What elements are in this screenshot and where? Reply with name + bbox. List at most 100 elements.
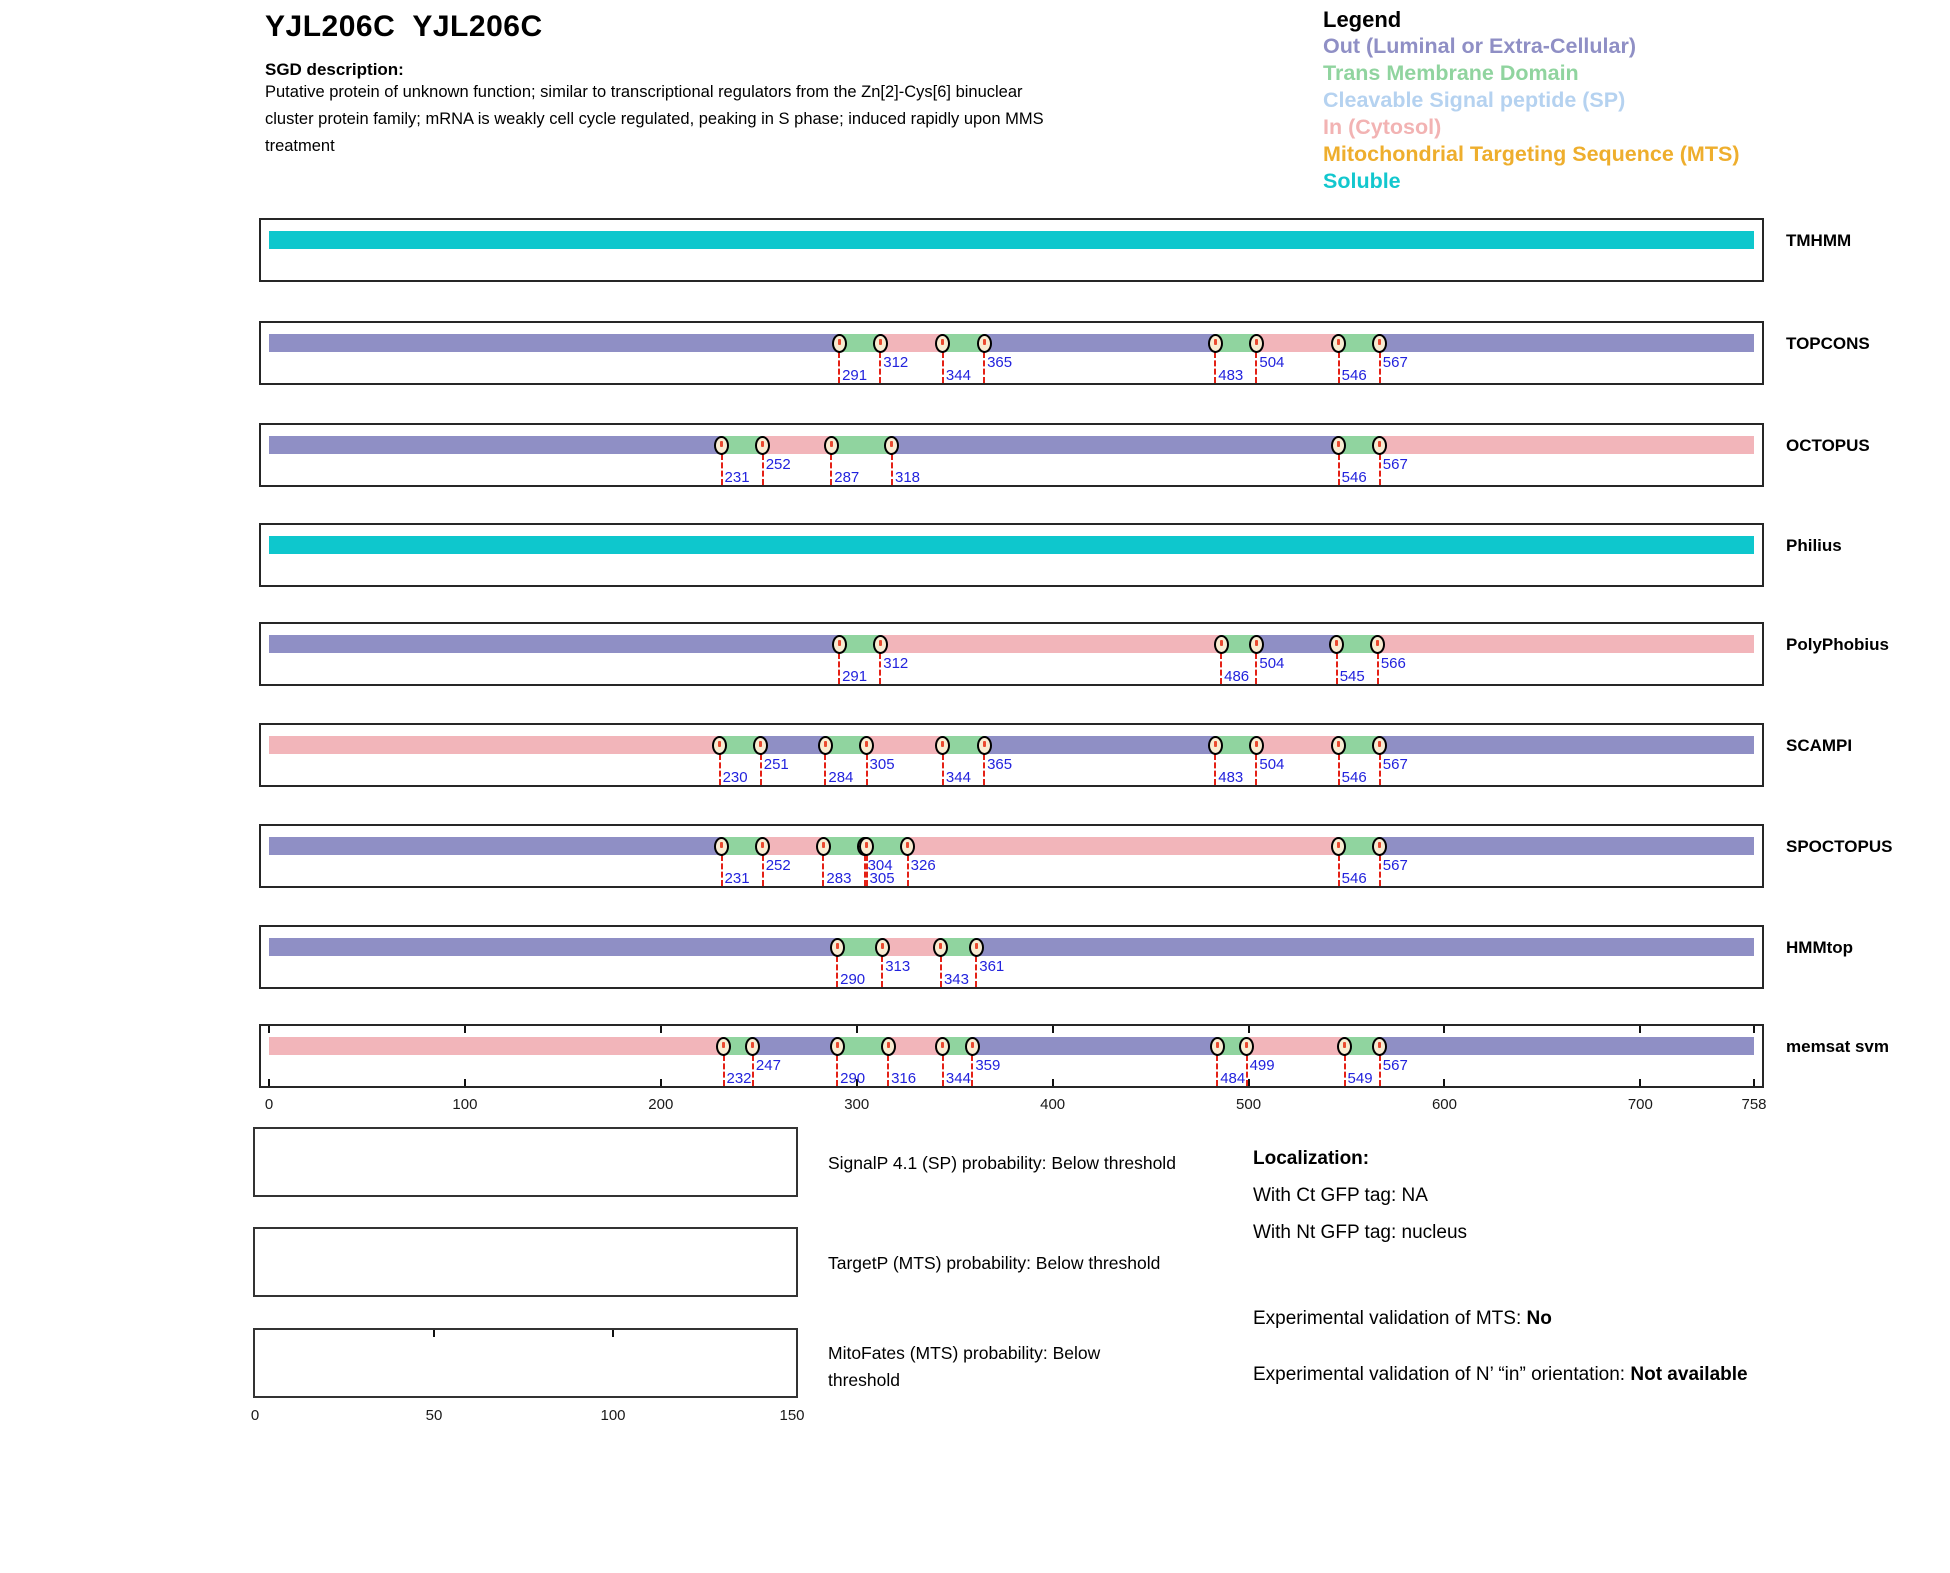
segment-out	[891, 436, 1339, 454]
boundary-dashline	[751, 1055, 754, 1086]
boundary-dashline	[1255, 754, 1258, 785]
boundary-label: 486	[1224, 668, 1250, 685]
boundary-dashline	[1214, 352, 1217, 383]
segment-tm	[1215, 736, 1257, 754]
boundary-dashline	[1376, 653, 1379, 684]
segment-tm	[719, 736, 761, 754]
segment-in	[866, 736, 943, 754]
boundary-label: 313	[885, 958, 911, 975]
boundary-marker	[1331, 435, 1347, 455]
segment-in	[882, 938, 941, 956]
track-label-tmhmm: TMHMM	[1786, 231, 1852, 250]
segment-in	[1246, 1037, 1345, 1055]
boundary-marker	[1207, 333, 1223, 353]
boundary-marker	[874, 937, 890, 957]
topology-bar	[269, 1037, 1754, 1055]
boundary-marker	[831, 634, 847, 654]
segment-in	[880, 635, 1222, 653]
boundary-label: 504	[1259, 655, 1285, 672]
boundary-label: 344	[945, 769, 971, 786]
boundary-marker	[976, 333, 992, 353]
mitofates-tick-label: 50	[425, 1407, 443, 1424]
bar-tick	[1753, 1026, 1755, 1033]
boundary-dashline	[1378, 352, 1381, 383]
track-row-polyphobius: 291 312 486 504 545 566	[259, 622, 1764, 686]
boundary-dashline	[941, 352, 944, 383]
boundary-label: 549	[1347, 1070, 1373, 1087]
boundary-marker	[935, 735, 951, 755]
boundary-marker	[829, 937, 845, 957]
boundary-marker	[753, 735, 769, 755]
boundary-marker	[1213, 634, 1229, 654]
boundary-dashline	[761, 855, 764, 886]
targetp-plot-box	[253, 1227, 798, 1297]
boundary-marker	[1372, 333, 1388, 353]
boundary-marker	[815, 836, 831, 856]
mitofates-tick-label: 100	[600, 1407, 626, 1424]
sgd-description-text: Putative protein of unknown function; si…	[265, 79, 1044, 160]
boundary-marker	[1248, 735, 1264, 755]
boundary-marker	[968, 937, 984, 957]
boundary-dashline	[1378, 855, 1381, 886]
segment-tm	[1338, 436, 1380, 454]
track-row-scampi: 230 251 284 305 344 365 483 504 546 567	[259, 723, 1764, 787]
sgd-description-line: treatment	[265, 137, 335, 155]
boundary-marker	[1331, 735, 1347, 755]
track-label-memsat-svm: memsat svm	[1786, 1037, 1890, 1056]
boundary-marker	[755, 435, 771, 455]
mitofates-plot-label: MitoFates (MTS) probability: Below thres…	[828, 1343, 1101, 1390]
track-row-octopus: 231 252 287 318 546 567	[259, 423, 1764, 487]
segment-out	[1379, 837, 1754, 855]
boundary-dashline	[983, 352, 986, 383]
segment-out	[972, 1037, 1218, 1055]
boundary-marker	[714, 836, 730, 856]
mts-validation-value: No	[1526, 1308, 1552, 1329]
boundary-label: 567	[1382, 456, 1408, 473]
boundary-label: 230	[722, 769, 748, 786]
bar-tick	[463, 1079, 466, 1086]
boundary-label: 326	[910, 857, 936, 874]
boundary-marker	[1372, 735, 1388, 755]
boundary-label: 499	[1249, 1057, 1275, 1074]
boundary-label: 359	[975, 1057, 1001, 1074]
segment-tm	[823, 837, 865, 855]
topology-bar	[269, 635, 1754, 653]
track-label-topcons: TOPCONS	[1786, 334, 1870, 353]
mts-validation-label: Experimental validation of MTS:	[1253, 1308, 1527, 1329]
track-label-octopus: OCTOPUS	[1786, 436, 1870, 455]
boundary-label: 312	[883, 354, 909, 371]
boundary-dashline	[1335, 653, 1338, 684]
segment-in	[907, 837, 1339, 855]
boundary-label: 483	[1218, 367, 1244, 384]
track-label-polyphobius: PolyPhobius	[1786, 635, 1889, 654]
boundary-dashline	[906, 855, 909, 886]
segment-tm	[721, 436, 763, 454]
boundary-label: 290	[840, 971, 866, 988]
boundary-dashline	[1214, 754, 1217, 785]
boundary-marker	[1329, 634, 1345, 654]
segment-in	[762, 837, 824, 855]
boundary-marker	[1248, 333, 1264, 353]
bar-tick	[1247, 1079, 1250, 1086]
boundary-label: 567	[1382, 354, 1408, 371]
bar-tick	[1051, 1026, 1054, 1033]
boundary-dashline	[830, 454, 833, 485]
boundary-label: 361	[979, 958, 1005, 975]
segment-in	[1379, 436, 1754, 454]
segment-tm	[831, 436, 892, 454]
segment-out	[269, 436, 722, 454]
segment-out	[1379, 334, 1754, 352]
page-title: YJL206C YJL206C	[265, 10, 543, 43]
bar-tick	[855, 1079, 858, 1086]
bar-tick	[1443, 1079, 1446, 1086]
segment-tm	[1344, 1037, 1380, 1055]
track-label-philius: Philius	[1786, 536, 1842, 555]
boundary-label: 504	[1259, 354, 1285, 371]
boundary-marker	[831, 333, 847, 353]
segment-out	[1379, 736, 1754, 754]
boundary-dashline	[720, 454, 723, 485]
boundary-label: 365	[987, 756, 1013, 773]
segment-out	[984, 334, 1216, 352]
legend-item: Out (Luminal or Extra-Cellular)	[1323, 34, 1636, 58]
